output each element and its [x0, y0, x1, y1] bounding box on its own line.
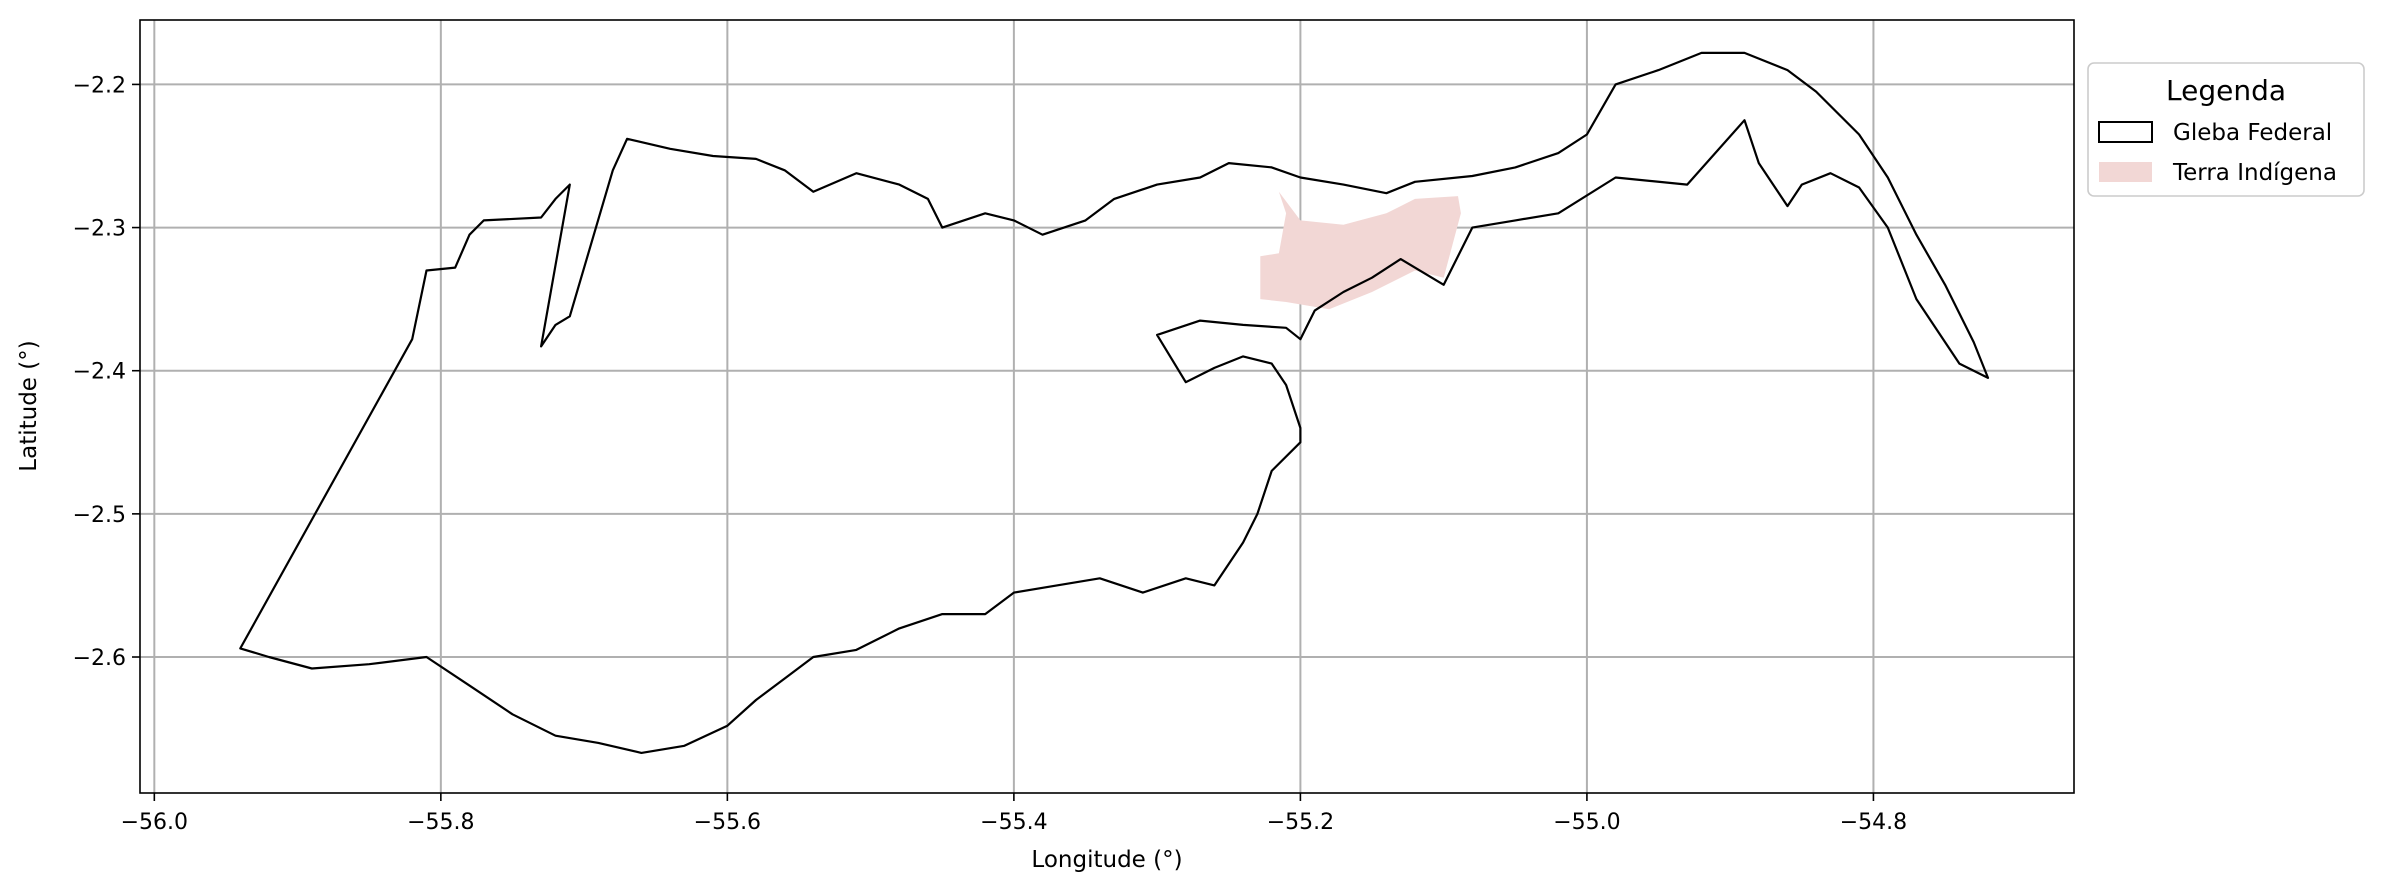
x-axis-label: Longitude (°): [1031, 847, 1182, 873]
gleba-federal-layer: [239, 51, 1990, 754]
x-tick-label: −56.0: [121, 810, 188, 835]
legend-label-terra-indigena: Terra Indígena: [2172, 160, 2337, 186]
grid-lines: [140, 20, 2074, 793]
legend-title: Legenda: [2166, 74, 2286, 107]
terra-indigena-polygon: [1260, 191, 1461, 310]
y-tick-label: −2.4: [73, 360, 126, 385]
terra-indigena-layer: [1260, 191, 1461, 310]
y-tick-label: −2.2: [73, 73, 126, 98]
plot-frame: [139, 19, 2075, 794]
legend-swatch-gleba-federal: [2098, 121, 2153, 143]
gleba-federal-outline: [239, 51, 1990, 754]
axis-ticks: −56.0 −55.8 −55.6 −55.4 −55.2 −55.0 −54.8 −2.2 −…: [73, 73, 1908, 835]
x-tick-label: −54.8: [1840, 810, 1907, 835]
x-tick-label: −55.0: [1553, 810, 1620, 835]
legend-swatch-terra-indigena: [2099, 162, 2152, 182]
y-tick-label: −2.6: [73, 646, 126, 671]
legend-frame: [2087, 62, 2365, 197]
y-tick-label: −2.3: [73, 217, 126, 242]
x-tick-label: −55.8: [407, 810, 474, 835]
x-tick-label: −55.6: [694, 810, 761, 835]
legend-label-gleba-federal: Gleba Federal: [2173, 120, 2332, 146]
y-axis-label: Latitude (°): [16, 340, 42, 471]
x-tick-label: −55.2: [1267, 810, 1334, 835]
x-tick-label: −55.4: [980, 810, 1047, 835]
legend: Legenda Gleba Federal Terra Indígena: [2087, 62, 2365, 197]
y-tick-label: −2.5: [73, 503, 126, 528]
